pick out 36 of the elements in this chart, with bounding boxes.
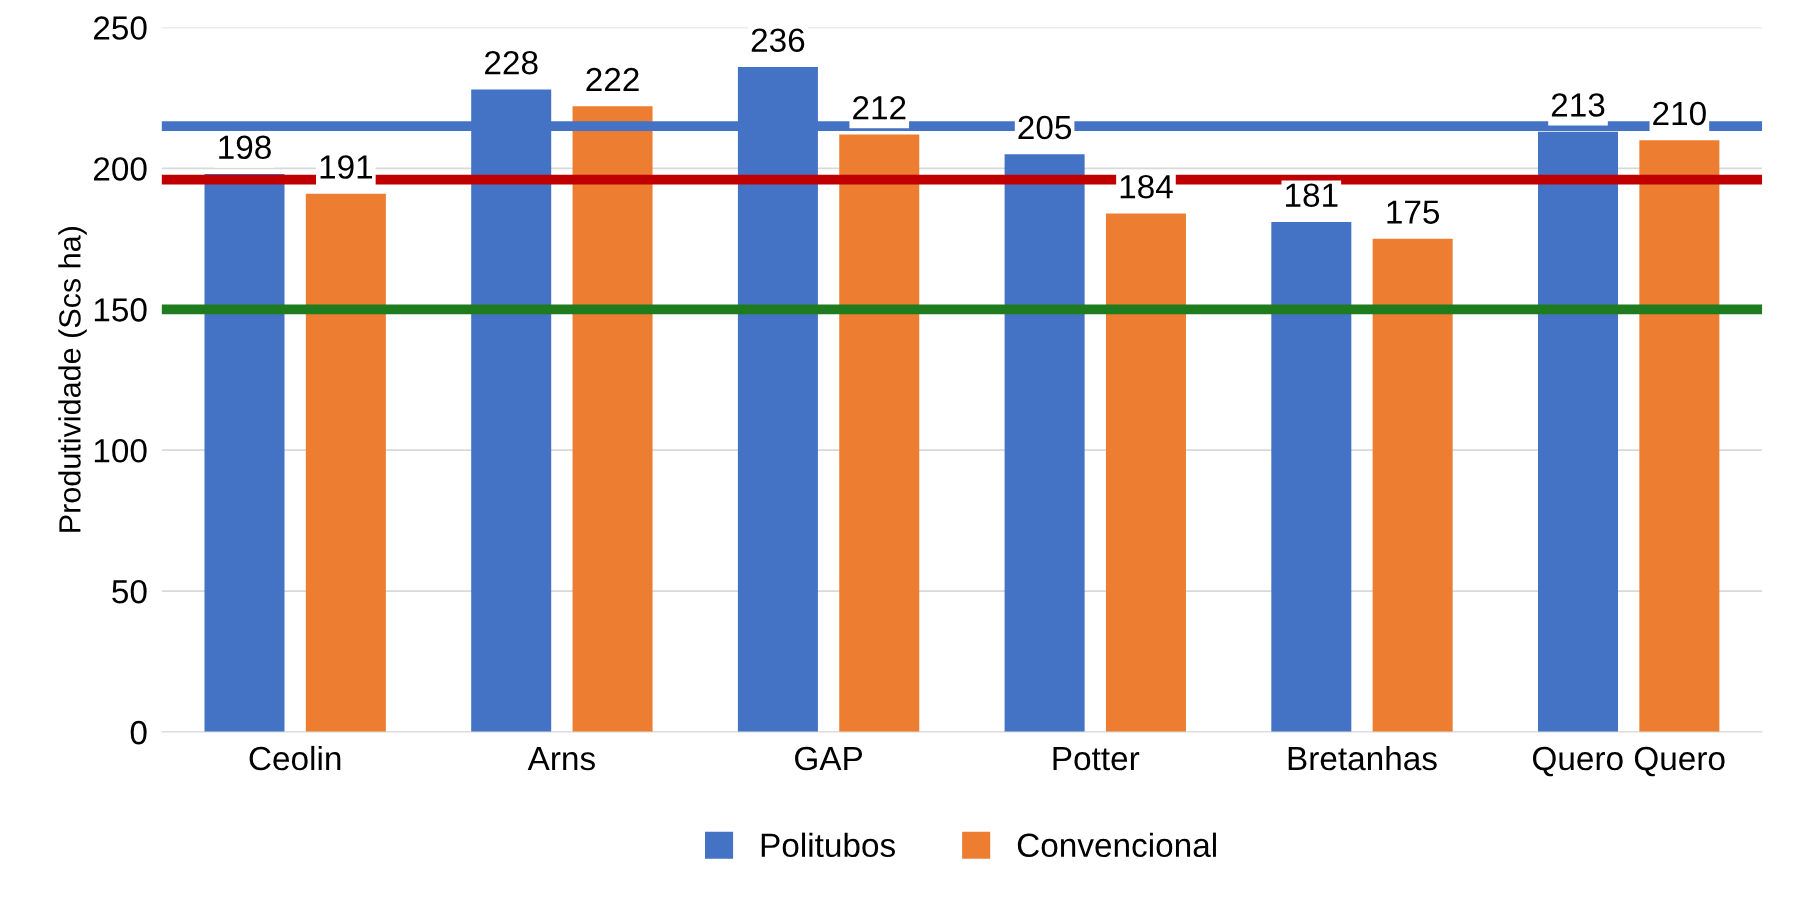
x-tick-label: GAP — [795, 746, 863, 771]
data-label: 228 — [485, 50, 538, 75]
x-tick-label: Bretanhas — [1288, 745, 1437, 771]
bar — [1639, 140, 1720, 732]
bar — [1372, 238, 1453, 732]
data-label: 181 — [1286, 183, 1338, 207]
data-label: 191 — [320, 155, 373, 179]
legend-label: Politubos — [761, 832, 895, 858]
x-tick-label: Quero Quero — [1533, 746, 1725, 777]
bar — [572, 106, 653, 732]
y-tick-label: 0 — [130, 720, 147, 745]
data-label: 213 — [1551, 93, 1605, 117]
data-label: 175 — [1387, 200, 1440, 224]
bar — [305, 193, 386, 732]
x-tick-label: Arns — [527, 747, 595, 771]
y-tick-label: 250 — [94, 16, 147, 40]
y-tick-label: 200 — [94, 157, 147, 181]
bar — [1271, 221, 1352, 732]
y-tick-label: 50 — [112, 579, 147, 604]
data-label: 236 — [751, 28, 805, 52]
bar — [204, 174, 285, 732]
data-label: 212 — [853, 96, 906, 120]
bar — [839, 134, 920, 732]
data-label: 205 — [1018, 115, 1072, 140]
y-axis-title: Produtividade (Scs ha) — [58, 227, 87, 532]
data-label: 210 — [1653, 101, 1706, 126]
legend-label: Convencional — [1017, 832, 1216, 858]
y-tick-label: 100 — [94, 438, 147, 463]
data-label: 198 — [219, 135, 271, 160]
bar — [1105, 213, 1186, 732]
x-tick-label: Ceolin — [249, 745, 341, 771]
data-label: 222 — [586, 67, 639, 92]
y-tick-label: 150 — [94, 298, 147, 322]
bar — [1004, 154, 1085, 732]
x-tick-label: Potter — [1053, 747, 1140, 771]
data-label: 184 — [1120, 174, 1173, 199]
